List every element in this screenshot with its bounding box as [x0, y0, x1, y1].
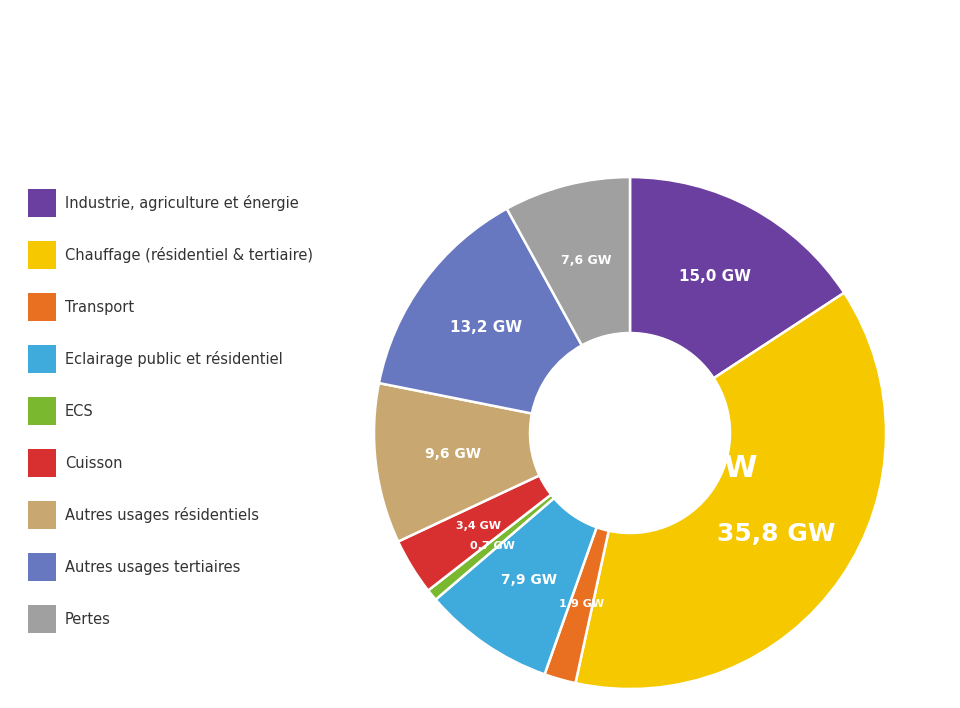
Wedge shape [428, 494, 554, 600]
Bar [28, 553, 56, 581]
Bar [28, 189, 56, 217]
Text: Cuisson: Cuisson [65, 455, 123, 471]
Text: 1,9 GW: 1,9 GW [559, 599, 604, 609]
Text: 9,6 GW: 9,6 GW [425, 447, 481, 462]
Text: 35,8 GW: 35,8 GW [717, 522, 836, 546]
Bar [28, 397, 56, 425]
Circle shape [530, 333, 730, 533]
Text: 35,8 GW: 35,8 GW [612, 454, 757, 483]
Wedge shape [507, 177, 630, 346]
Bar [28, 241, 56, 269]
Text: Décomposition par usage de la puissance appelée à la pointe: Décomposition par usage de la puissance … [187, 25, 836, 45]
Text: Figure 3 :: Figure 3 : [38, 25, 132, 44]
Text: Eclairage public et résidentiel: Eclairage public et résidentiel [65, 351, 283, 367]
Bar [28, 605, 56, 633]
Text: sur le réseau électrique sur la base de 95 GW.: sur le réseau électrique sur la base de … [236, 67, 724, 86]
Text: 3,4 GW: 3,4 GW [456, 521, 501, 531]
Text: Transport: Transport [65, 299, 134, 314]
Text: Autres usages tertiaires: Autres usages tertiaires [65, 559, 240, 574]
Wedge shape [374, 383, 540, 542]
Text: Pertes: Pertes [65, 612, 110, 627]
Text: Chauffage (résidentiel & tertiaire): Chauffage (résidentiel & tertiaire) [65, 247, 313, 263]
Wedge shape [575, 293, 886, 689]
Text: 15,0 GW: 15,0 GW [679, 269, 751, 284]
Text: Industrie, agriculture et énergie: Industrie, agriculture et énergie [65, 195, 299, 211]
Text: 13,2 GW: 13,2 GW [450, 320, 522, 336]
Wedge shape [544, 527, 609, 683]
Text: ECS: ECS [65, 404, 94, 418]
Wedge shape [398, 475, 551, 590]
Text: Source : d’après les données des bilans électriques RTE 2015-2017.: Source : d’après les données des bilans … [254, 113, 706, 126]
Wedge shape [436, 498, 596, 674]
Bar [28, 501, 56, 529]
Wedge shape [630, 177, 844, 378]
Bar [28, 293, 56, 321]
Bar [28, 449, 56, 477]
Text: Autres usages résidentiels: Autres usages résidentiels [65, 507, 259, 523]
Text: 7,6 GW: 7,6 GW [561, 254, 611, 267]
Bar [28, 345, 56, 373]
Text: 0,7 GW: 0,7 GW [469, 541, 515, 551]
Wedge shape [379, 209, 582, 413]
Text: 7,9 GW: 7,9 GW [501, 573, 558, 587]
